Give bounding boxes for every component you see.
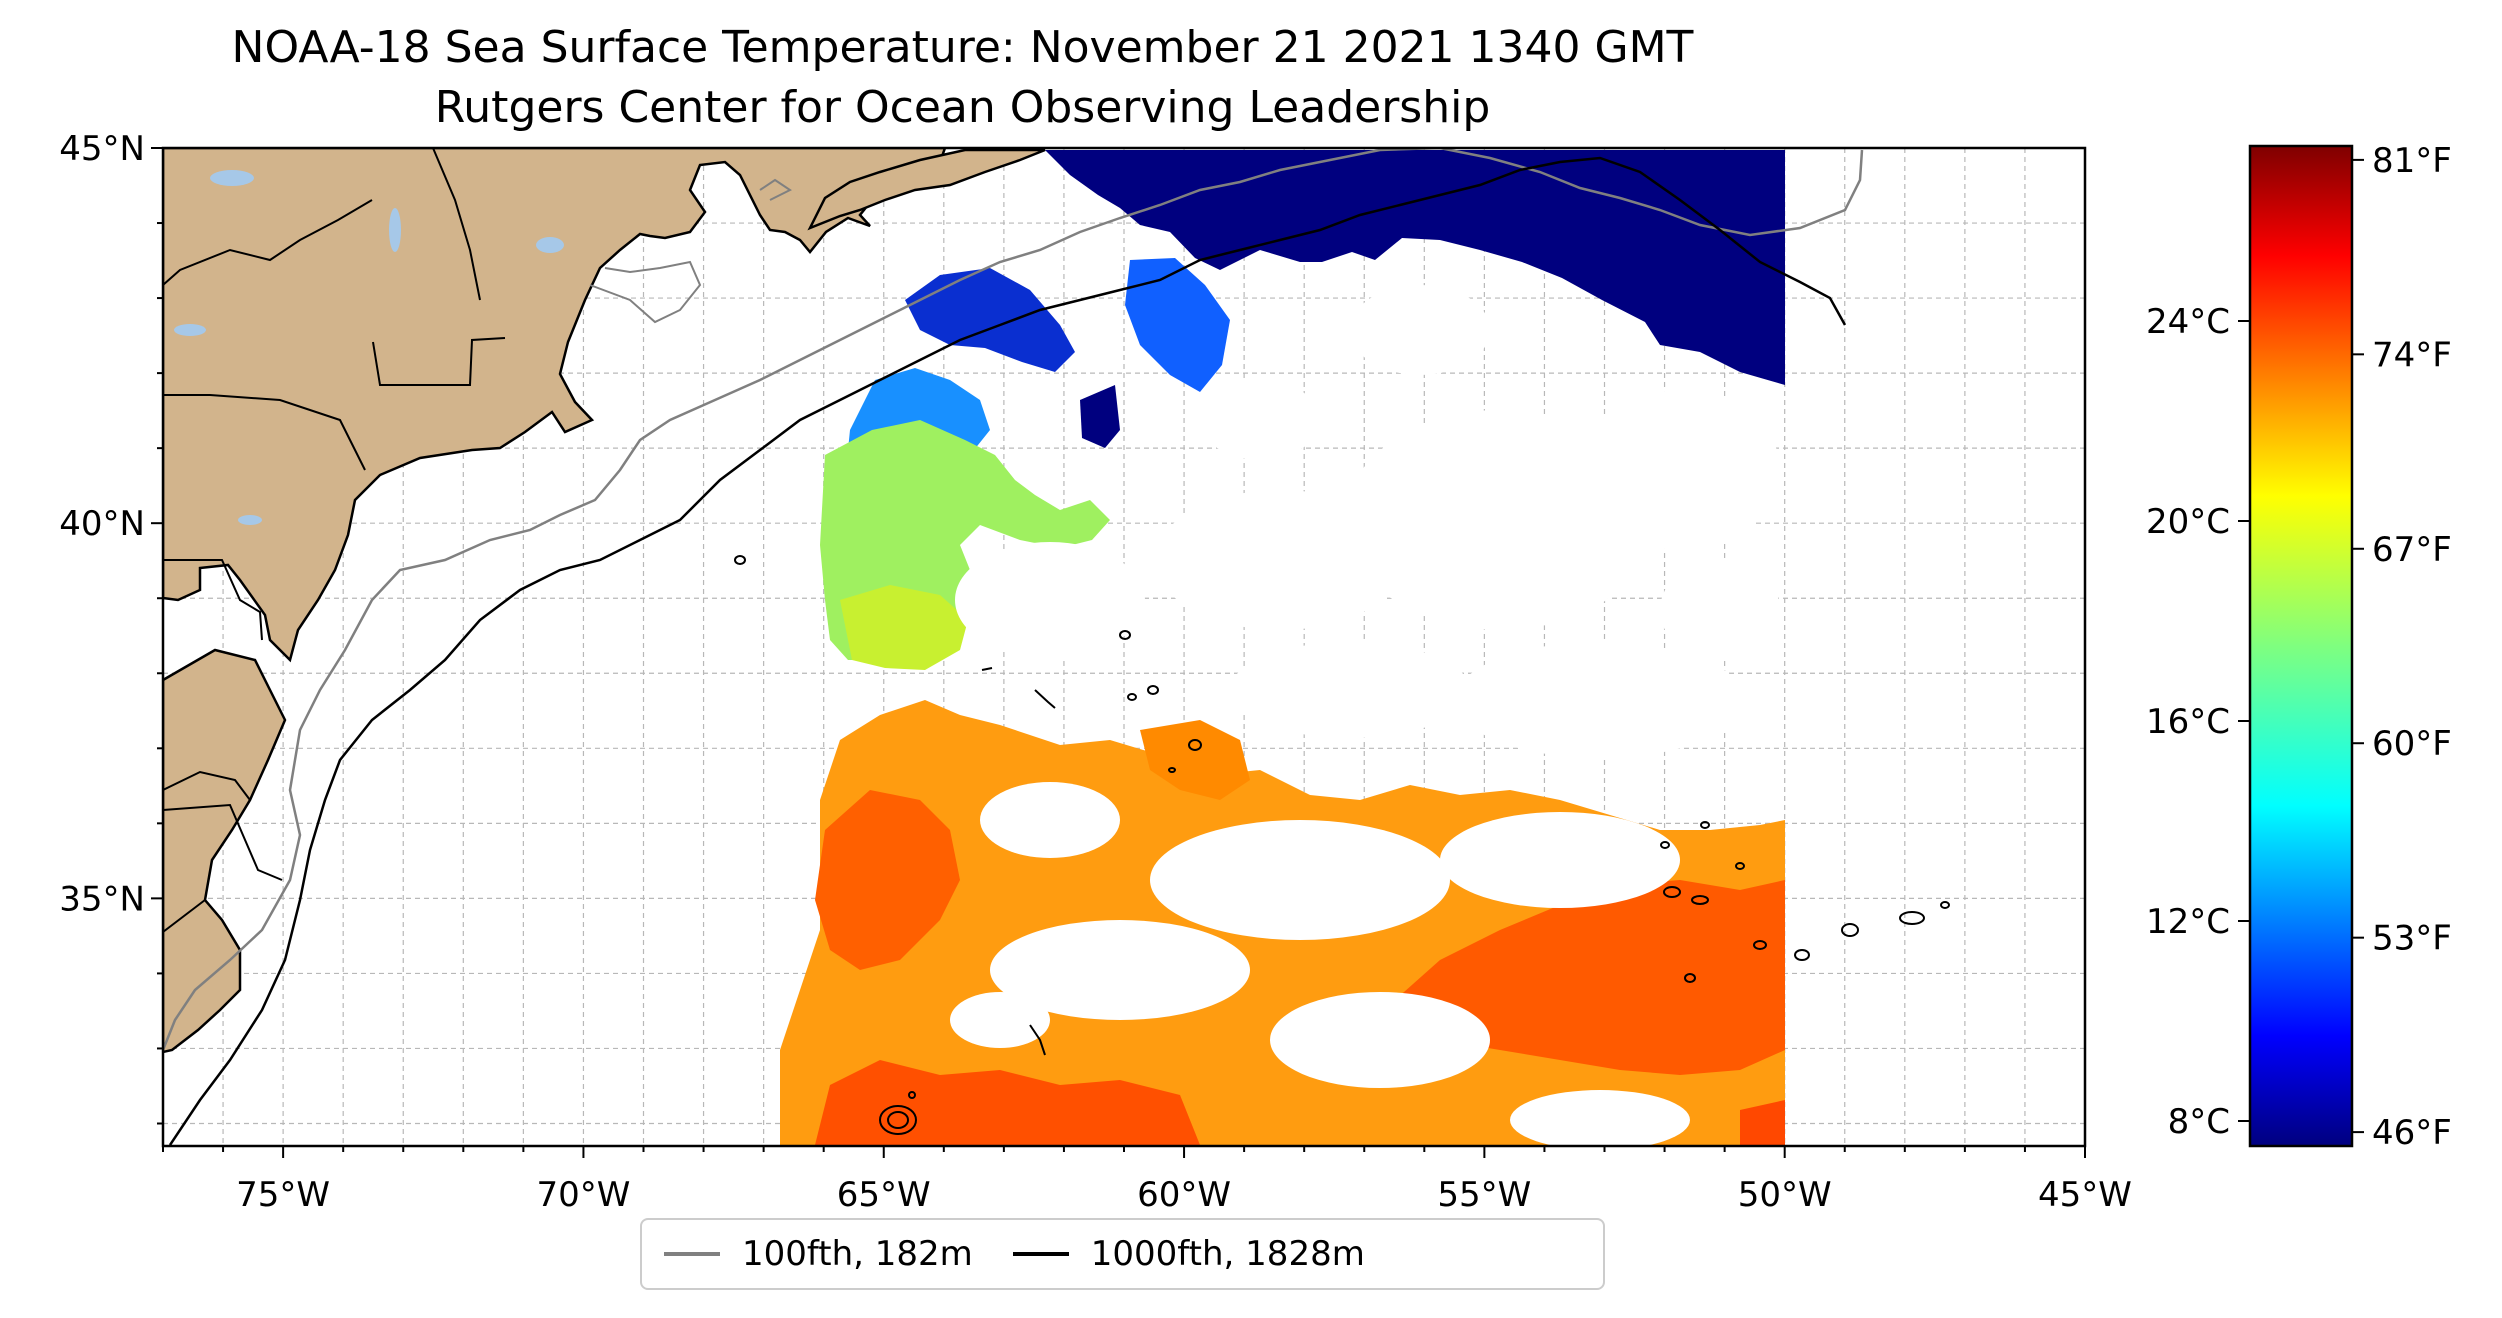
land-masses	[163, 148, 1046, 1054]
lat-tick-label: 35°N	[59, 879, 145, 919]
state-border	[372, 337, 506, 386]
sst-region-hot-2	[815, 1060, 1200, 1145]
sst-region-hot-3	[815, 790, 960, 970]
state-border	[163, 803, 283, 881]
fahrenheit-tick-label: 81°F	[2372, 141, 2452, 181]
state-border	[163, 899, 206, 933]
land-new-england	[163, 148, 947, 663]
latitude-axis: 35°N 40°N 45°N	[59, 129, 163, 1125]
lon-tick-label: 75°W	[236, 1175, 330, 1215]
sst-data-gaps	[950, 285, 1780, 1146]
lake	[174, 324, 206, 336]
lon-tick-label: 45°W	[2038, 1175, 2132, 1215]
sst-region-orange-mid	[1140, 720, 1250, 800]
colorbar: 8°C 12°C 16°C 20°C 24°C 46°F 53°F 60°F 67°F 74°F…	[2146, 141, 2452, 1153]
lake	[238, 515, 262, 525]
sst-region-blue-1	[905, 268, 1075, 372]
fahrenheit-tick-label: 46°F	[2372, 1113, 2452, 1153]
isobath-1000fth	[168, 156, 1847, 1146]
lake	[210, 170, 254, 186]
state-border	[432, 148, 481, 301]
seamount-contours	[734, 555, 1950, 1135]
land-mid-atlantic	[163, 648, 287, 1054]
isobath-100fth	[163, 148, 1864, 1051]
legend-label-1000fth: 1000fth, 1828m	[1090, 1234, 1365, 1274]
state-border	[163, 770, 251, 801]
legend-swatch-100fth	[664, 1252, 720, 1256]
lake	[536, 237, 564, 253]
state-border	[163, 394, 366, 471]
land-nova-scotia	[807, 148, 1046, 231]
isobath-legend: 100fth, 182m 1000fth, 1828m	[640, 1218, 1605, 1290]
lon-tick-label: 60°W	[1137, 1175, 1231, 1215]
celsius-tick-label: 8°C	[2168, 1102, 2230, 1142]
isobath-100fth	[759, 178, 792, 201]
fahrenheit-tick-label: 67°F	[2372, 530, 2452, 570]
colorbar-fahrenheit-ticks: 46°F 53°F 60°F 67°F 74°F 81°F	[2352, 141, 2452, 1153]
lat-tick-label: 45°N	[59, 129, 145, 169]
longitude-axis: 75°W 70°W 65°W 60°W 55°W 50°W 45°W	[162, 1146, 2132, 1215]
legend-item-100fth: 100fth, 182m	[664, 1234, 973, 1274]
lon-tick-label: 55°W	[1437, 1175, 1531, 1215]
sst-region-navy-mid	[1080, 385, 1120, 448]
sst-region-hot-corner	[1740, 1100, 1785, 1145]
sst-region-cold-north	[1045, 150, 1785, 385]
colorbar-celsius-ticks: 8°C 12°C 16°C 20°C 24°C	[2146, 302, 2250, 1142]
fahrenheit-tick-label: 74°F	[2372, 335, 2452, 375]
fahrenheit-tick-label: 60°F	[2372, 724, 2452, 764]
state-border	[163, 199, 373, 286]
lat-tick-label: 40°N	[59, 504, 145, 544]
lake	[389, 208, 401, 252]
sst-region-blue-2	[1125, 258, 1230, 392]
lon-tick-label: 65°W	[837, 1175, 931, 1215]
celsius-tick-label: 24°C	[2146, 302, 2230, 342]
legend-swatch-1000fth	[1012, 1252, 1069, 1256]
state-border	[163, 559, 263, 641]
map-area[interactable]	[163, 148, 2085, 1150]
celsius-tick-label: 16°C	[2146, 702, 2230, 742]
sst-region-hot-1	[1395, 880, 1785, 1075]
lon-tick-label: 70°W	[536, 1175, 630, 1215]
colorbar-gradient	[2248, 144, 2354, 1148]
fahrenheit-tick-label: 53°F	[2372, 919, 2452, 959]
sst-region-yellowgreen	[840, 585, 968, 670]
lon-tick-label: 50°W	[1738, 1175, 1832, 1215]
chart-subtitle: Rutgers Center for Ocean Observing Leade…	[434, 82, 1491, 133]
celsius-tick-label: 12°C	[2146, 902, 2230, 942]
chart-title: NOAA-18 Sea Surface Temperature: Novembe…	[231, 22, 1694, 73]
isobath-100fth	[589, 260, 702, 324]
legend-item-1000fth: 1000fth, 1828m	[1012, 1234, 1365, 1274]
celsius-tick-label: 20°C	[2146, 502, 2230, 542]
legend-label-100fth: 100fth, 182m	[742, 1234, 973, 1274]
